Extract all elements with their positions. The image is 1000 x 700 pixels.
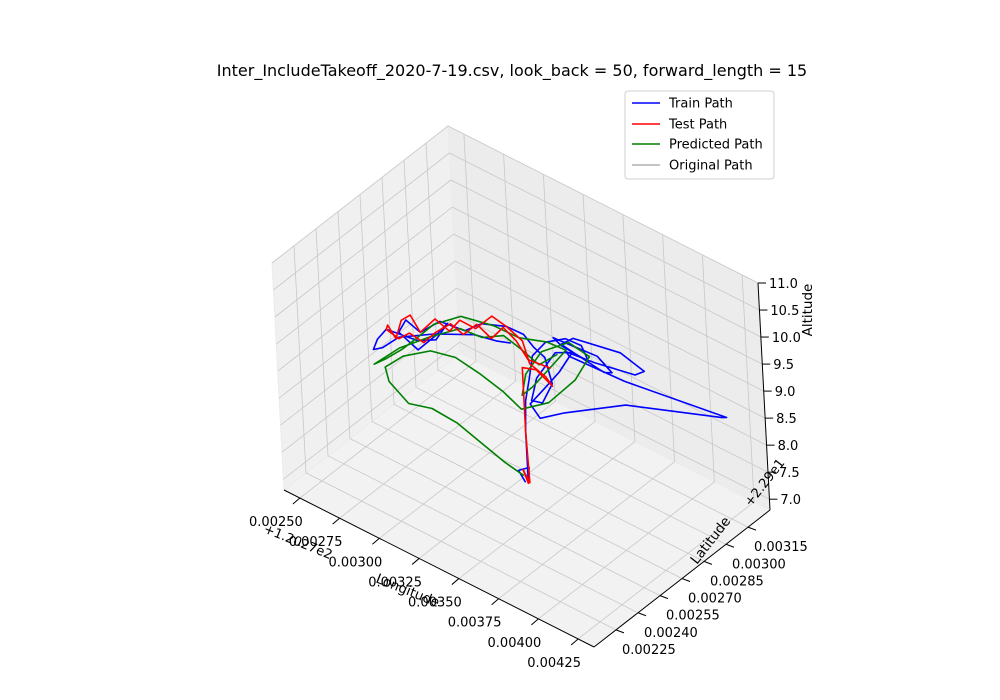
x-tick-label-0: 0.00250 (249, 515, 303, 530)
y-tick-3 (681, 578, 691, 582)
y-tick-5 (725, 543, 735, 548)
z-tick-label-2: 8.0 (778, 439, 799, 454)
y-grid-line-2 (337, 211, 661, 596)
y-tick-label-3: 0.00270 (688, 592, 742, 607)
y-grid-line-0 (293, 245, 617, 631)
z-grid-line-4 (277, 233, 764, 392)
x-tick-label-5: 0.00375 (448, 616, 502, 631)
z-grid-line-5 (276, 206, 763, 365)
x-tick-5 (491, 598, 499, 606)
legend-frame (624, 90, 775, 180)
z-grid-line-1 (281, 314, 769, 473)
legend-label-original-path: Original Path (669, 159, 753, 174)
y-grid-line-5 (403, 160, 727, 545)
x-tick-7 (570, 638, 579, 646)
z-axis-label: Altitude (800, 284, 816, 337)
z-tick-label-3: 8.5 (776, 412, 797, 427)
x-tick-label-3: 0.00325 (368, 575, 422, 590)
z-tick-label-6: 10.0 (772, 331, 801, 346)
x-tick-label-1: 0.00275 (289, 535, 343, 550)
y-tick-label-6: 0.00315 (754, 540, 808, 555)
z-grid-line-7 (273, 152, 760, 311)
y-grid-line-4 (381, 177, 705, 562)
series-line-predicted-path (373, 315, 591, 477)
legend-label-predicted-path: Predicted Path (669, 138, 763, 153)
y-tick-4 (703, 560, 713, 565)
x-grid-line-7 (577, 274, 755, 640)
x-tick-2 (372, 537, 380, 545)
y-tick-labels: 0.00225 0.00240 0.00255 0.00270 0.00285 0.003… (622, 540, 808, 658)
y-tick-label-0: 0.00225 (622, 643, 676, 658)
x-grid-line-5 (498, 234, 676, 600)
z-grid-line-0 (283, 341, 770, 500)
y-grid-line-6 (425, 143, 749, 528)
z-tick-label-8: 11.0 (769, 277, 798, 292)
y-tick-6 (747, 526, 757, 531)
z-grid-line-8 (271, 125, 759, 284)
z-tick-label-5: 9.5 (773, 358, 794, 373)
legend: Train Path Test Path Predicted Path Orig… (624, 90, 775, 180)
x-tick-labels: 0.00250 0.00275 0.00300 0.00325 0.00350 0.003… (249, 515, 581, 671)
x-tick-1 (332, 517, 340, 525)
z-grid-line-2 (280, 287, 767, 446)
series-layer (372, 314, 728, 485)
x-grid-line-3 (418, 194, 596, 559)
grid-lines (271, 125, 770, 640)
x-axis-line (283, 489, 595, 648)
x-tick-label-7: 0.00425 (527, 656, 581, 671)
z-tick-labels: 7.0 7.5 8.0 8.5 9.0 9.5 10.0 10.5 11.0 (769, 277, 801, 508)
y-tick-label-2: 0.00255 (666, 609, 720, 624)
x-tick-label-2: 0.00300 (329, 555, 383, 570)
y-grid-line-3 (359, 194, 683, 579)
x-tick-0 (292, 497, 301, 505)
x-tick-label-4: 0.00350 (408, 596, 462, 611)
x-grid-line-1 (339, 154, 517, 519)
x-grid-line-4 (458, 214, 636, 579)
x-grid-line-0 (299, 134, 477, 499)
y-grid-line-1 (315, 228, 639, 614)
chart-title: Inter_IncludeTakeoff_2020-7-19.csv, look… (217, 61, 807, 81)
x-grid-line-2 (379, 174, 556, 539)
tick-marks (292, 282, 778, 646)
legend-label-test-path: Test Path (668, 118, 727, 133)
y-tick-label-4: 0.00285 (710, 574, 764, 589)
z-tick-label-4: 9.0 (775, 385, 796, 400)
series-line-train-path (372, 319, 728, 483)
x-grid-line-6 (538, 254, 715, 620)
x-tick-label-6: 0.00400 (488, 636, 542, 651)
z-tick-label-0: 7.0 (780, 493, 801, 508)
y-tick-label-5: 0.00300 (732, 557, 786, 572)
z-tick-label-7: 10.5 (770, 304, 799, 319)
x-tick-4 (451, 578, 460, 585)
z-tick-label-1: 7.5 (779, 466, 800, 481)
y-tick-label-1: 0.00240 (644, 626, 698, 641)
y-tick-1 (637, 612, 647, 617)
x-tick-3 (411, 558, 420, 565)
y-tick-2 (659, 595, 669, 600)
y-tick-0 (615, 629, 625, 634)
x-tick-6 (531, 618, 539, 626)
z-grid-line-3 (278, 260, 766, 419)
z-grid-line-6 (274, 179, 762, 338)
legend-label-train-path: Train Path (668, 97, 733, 112)
series-line-test-path (385, 314, 554, 485)
